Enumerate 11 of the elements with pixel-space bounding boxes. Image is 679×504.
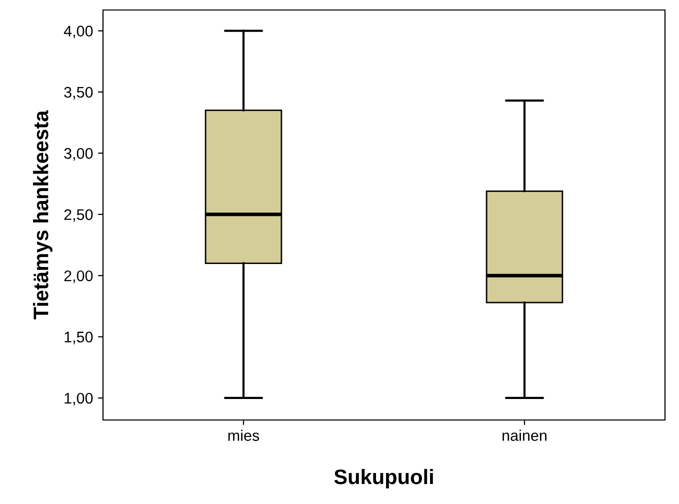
y-axis-title: Tietämys hankkeesta xyxy=(33,110,52,320)
x-tick-label: mies xyxy=(228,430,260,441)
x-tick-label: nainen xyxy=(502,430,546,441)
y-tick-label: 2,00 xyxy=(64,270,93,284)
y-tick-label: 1,00 xyxy=(64,392,93,406)
y-tick-label: 3,50 xyxy=(64,86,93,100)
y-tick-label: 1,50 xyxy=(64,332,93,344)
y-tick-label: 3,00 xyxy=(64,148,93,161)
x-axis-title: Sukupuoli xyxy=(334,468,433,488)
y-tick-label: 4,00 xyxy=(64,26,93,38)
y-tick-label: 2,50 xyxy=(64,209,93,222)
